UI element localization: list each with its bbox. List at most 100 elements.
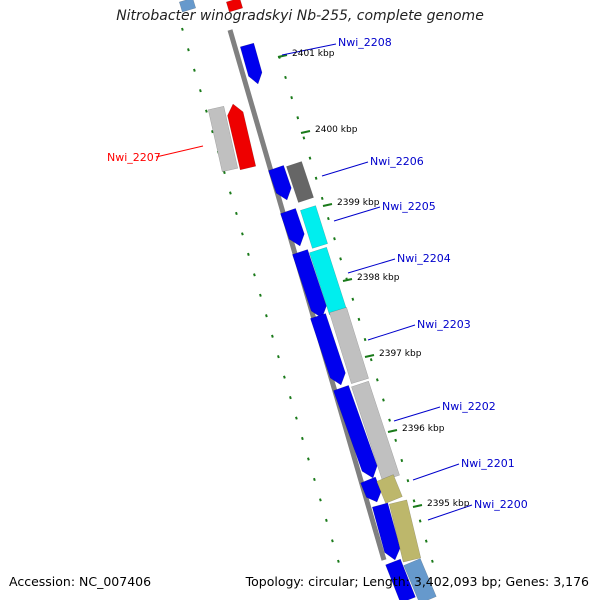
ruler-label: 2399 kbp xyxy=(337,198,380,208)
gene-arrow[interactable] xyxy=(268,165,292,201)
ruler-label: 2401 kbp xyxy=(292,49,335,59)
ruler-label: 2396 kbp xyxy=(402,424,445,434)
ruler-tick-minor xyxy=(271,334,274,338)
ruler-ticks xyxy=(181,27,434,563)
gene-label[interactable]: Nwi_2200 xyxy=(474,498,528,511)
ruler-tick-minor xyxy=(205,109,208,113)
ruler-tick-minor xyxy=(296,116,300,120)
ruler-tick-minor xyxy=(289,396,292,400)
gene-arrow[interactable] xyxy=(225,0,244,13)
ruler-tick-minor xyxy=(327,216,330,221)
ruler-tick-major xyxy=(342,278,353,282)
ruler-tick-minor xyxy=(181,27,184,31)
ruler-tick-minor xyxy=(290,96,293,100)
ruler-tick-minor xyxy=(199,89,202,93)
gene-label-leader xyxy=(333,206,381,222)
labels: 2401 kbp 2400 kbp 2399 kbp 2398 kbp 2397 kbp… xyxy=(107,36,528,511)
ruler-tick-minor xyxy=(193,68,196,72)
gene-arrow[interactable] xyxy=(310,313,346,386)
gene-label[interactable]: Nwi_2206 xyxy=(370,155,424,168)
ruler-tick-major xyxy=(277,54,288,58)
ruler-tick-major xyxy=(300,130,311,134)
gene-label-leader xyxy=(155,145,204,158)
ruler-tick-minor xyxy=(357,317,361,321)
gene-arrow[interactable] xyxy=(292,249,327,319)
ruler-tick-minor xyxy=(235,211,238,216)
gene-label-leader xyxy=(321,161,369,177)
ruler-tick-minor xyxy=(339,257,342,261)
ruler-tick-minor xyxy=(223,170,226,175)
ruler-tick-minor xyxy=(418,519,422,523)
gene-arrow[interactable] xyxy=(280,208,305,247)
ruler-tick-minor xyxy=(307,457,310,461)
gene-arrow[interactable] xyxy=(403,558,437,600)
gene-arrow[interactable] xyxy=(207,105,239,173)
ruler-label: 2398 kbp xyxy=(357,273,400,283)
ruler-tick-minor xyxy=(241,232,244,236)
gene-arrow[interactable] xyxy=(239,42,263,85)
ruler-tick-minor xyxy=(277,355,280,359)
ruler-tick-major xyxy=(387,429,398,433)
ruler-tick-minor xyxy=(337,559,340,563)
gene-arrow[interactable] xyxy=(227,103,257,171)
ruler-tick-minor xyxy=(301,436,304,441)
ruler-label: 2397 kbp xyxy=(379,349,422,359)
ruler-tick-minor xyxy=(406,479,410,483)
ruler-tick-minor xyxy=(253,273,256,277)
gene-arrow[interactable] xyxy=(286,161,314,203)
ruler-tick-minor xyxy=(333,237,336,241)
ruler-tick-minor xyxy=(388,418,391,422)
gene-label[interactable]: Nwi_2207 xyxy=(107,151,161,164)
ruler-tick-minor xyxy=(284,75,287,80)
ruler-tick-minor xyxy=(319,498,322,502)
gene-arrow[interactable] xyxy=(300,205,328,249)
ruler-tick-minor xyxy=(308,156,312,160)
ruler-tick-minor xyxy=(302,136,306,140)
ruler-tick-minor xyxy=(325,518,328,522)
ruler-tick-major xyxy=(412,504,423,508)
genome-summary-text: Topology: circular; Length: 3,402,093 bp… xyxy=(245,574,589,589)
ruler-tick-minor xyxy=(431,559,434,563)
ruler-tick-minor xyxy=(295,416,298,420)
gene-arrow[interactable] xyxy=(351,380,400,482)
ruler-tick-minor xyxy=(313,477,316,482)
gene-label[interactable]: Nwi_2205 xyxy=(382,200,436,213)
ruler-tick-major xyxy=(322,203,333,207)
gene-label[interactable]: Nwi_2202 xyxy=(442,400,496,413)
gene-label-leader xyxy=(281,43,337,56)
accession-text: Accession: NC_007406 xyxy=(9,574,152,589)
gene-label-leader xyxy=(367,324,416,341)
gene-arrow[interactable] xyxy=(333,385,378,479)
ruler-label: 2400 kbp xyxy=(315,125,358,135)
ruler-tick-minor xyxy=(283,375,286,379)
gene-arrow[interactable] xyxy=(360,476,382,503)
gene-arrow[interactable] xyxy=(376,474,403,504)
gene-arrow[interactable] xyxy=(178,0,197,13)
gene-label[interactable]: Nwi_2208 xyxy=(338,36,392,49)
map-title: Nitrobacter winogradskyi Nb-255, complet… xyxy=(116,8,484,24)
ruler-tick-minor xyxy=(331,539,334,543)
gene-label[interactable]: Nwi_2204 xyxy=(397,252,451,265)
gene-arrow[interactable] xyxy=(385,558,416,600)
gene-label-leader xyxy=(427,504,473,521)
ruler-tick-minor xyxy=(229,191,232,195)
gene-arrow[interactable] xyxy=(371,502,401,561)
ruler-tick-minor xyxy=(265,314,268,318)
gene-features xyxy=(178,0,437,600)
ruler-tick-minor xyxy=(382,398,385,402)
ruler-tick-minor xyxy=(259,293,262,297)
ruler-tick-minor xyxy=(320,196,324,201)
gene-label[interactable]: Nwi_2203 xyxy=(417,318,471,331)
ruler-tick-minor xyxy=(424,539,428,543)
gene-arrow[interactable] xyxy=(329,307,369,384)
gene-arrow[interactable] xyxy=(388,499,422,563)
ruler-tick-minor xyxy=(211,130,214,134)
ruler-tick-minor xyxy=(314,176,318,180)
ruler-tick-minor xyxy=(351,297,355,301)
ruler-tick-minor xyxy=(412,499,416,503)
ruler-tick-minor xyxy=(375,378,379,382)
gene-label[interactable]: Nwi_2201 xyxy=(461,457,515,470)
ruler-tick-minor xyxy=(363,337,367,342)
gene-label-leader xyxy=(393,406,441,422)
